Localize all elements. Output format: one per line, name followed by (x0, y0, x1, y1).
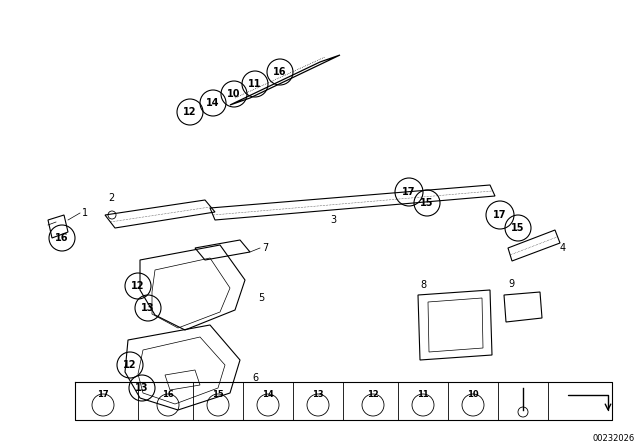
Text: 12: 12 (183, 107, 196, 117)
Text: 10: 10 (227, 89, 241, 99)
Text: 15: 15 (212, 390, 224, 399)
Text: 4: 4 (560, 243, 566, 253)
Text: 16: 16 (55, 233, 68, 243)
Text: 00232026: 00232026 (593, 434, 635, 443)
Text: 16: 16 (162, 390, 174, 399)
Text: 11: 11 (248, 79, 262, 89)
Text: 14: 14 (206, 98, 220, 108)
Text: 15: 15 (420, 198, 434, 208)
Text: 8: 8 (420, 280, 426, 290)
Text: 2: 2 (108, 193, 115, 203)
Text: 13: 13 (312, 390, 324, 399)
Text: 13: 13 (141, 303, 155, 313)
Text: 17: 17 (403, 187, 416, 197)
Text: 14: 14 (262, 390, 274, 399)
Text: 12: 12 (124, 360, 137, 370)
Text: 3: 3 (330, 215, 336, 225)
Text: 12: 12 (131, 281, 145, 291)
Text: 17: 17 (493, 210, 507, 220)
Text: 17: 17 (97, 390, 109, 399)
Text: 1: 1 (82, 208, 88, 218)
Text: 15: 15 (511, 223, 525, 233)
Text: 7: 7 (262, 243, 268, 253)
Text: 6: 6 (252, 373, 258, 383)
Text: 11: 11 (417, 390, 429, 399)
Text: 9: 9 (508, 279, 514, 289)
Text: 12: 12 (367, 390, 379, 399)
Text: 10: 10 (467, 390, 479, 399)
Text: 13: 13 (135, 383, 148, 393)
Text: 5: 5 (258, 293, 264, 303)
Text: 16: 16 (273, 67, 287, 77)
